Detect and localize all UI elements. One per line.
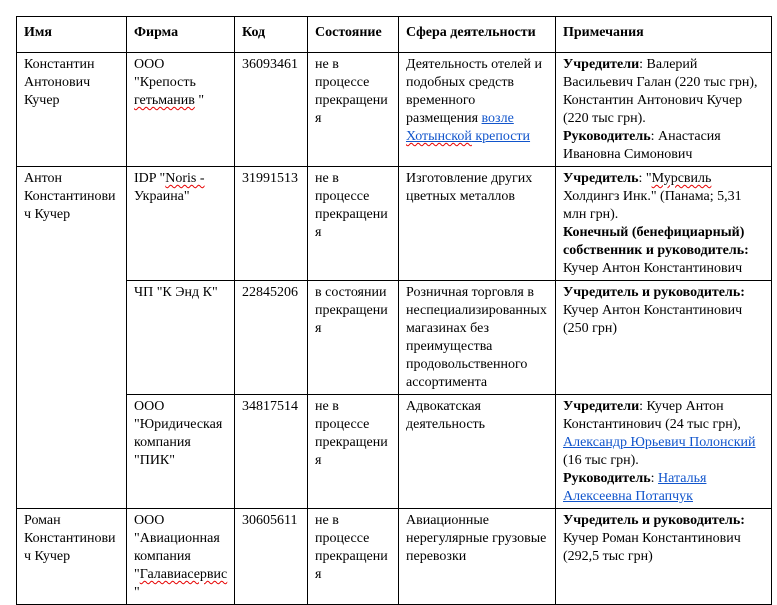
note-label: Руководитель (563, 471, 651, 486)
cell-text: Антон Константинович Кучер (24, 171, 116, 222)
cell-activity: Адвокатская деятельность (398, 394, 556, 509)
cell-text: в состоянии прекращения (315, 285, 388, 336)
cell-text: Украина" (134, 189, 190, 204)
column-header-activity: Сфера деятельности (398, 16, 556, 53)
text-link[interactable]: возле (481, 111, 514, 126)
table-header: Имя Фирма Код Состояние Сфера деятельности Пр… (16, 16, 772, 53)
cell-text: Роман Константинович Кучер (24, 513, 116, 564)
cell-activity: Изготовление других цветных металлов (398, 166, 556, 281)
table-row-4: ООО "Юридическая компания "ПИК" 34817514 н… (17, 394, 772, 509)
cell-notes: Учредители: Валерий Васильевич Галан (22… (555, 52, 772, 167)
cell-text: Кучер Антон Константинович (563, 261, 743, 276)
cell-status: в состоянии прекращения (307, 280, 399, 395)
misspelled-word: гетьманив (134, 93, 195, 108)
note-label: Учредитель и руководитель: (563, 285, 745, 300)
column-header-status: Состояние (307, 16, 399, 53)
cell-text: " (134, 585, 140, 600)
cell-text: IDP " (134, 171, 166, 186)
cell-firm: ООО "Юридическая компания "ПИК" (126, 394, 235, 509)
column-header-firm: Фирма (126, 16, 235, 53)
cell-notes: Учредитель и руководитель: Кучер Антон Ко… (555, 280, 772, 395)
cell-text: Авиационные нерегулярные грузовые перево… (406, 513, 547, 564)
cell-text: 22845206 (242, 285, 298, 300)
cell-firm: ООО "Крепость гетьманив " (126, 52, 235, 167)
cell-firm: ЧП "К Энд К" (126, 280, 235, 395)
cell-name: Константин Антонович Кучер (16, 52, 127, 167)
header-row: Имя Фирма Код Состояние Сфера деятельности Пр… (16, 16, 772, 53)
cell-code: 22845206 (234, 280, 308, 395)
column-header-name: Имя (16, 16, 127, 53)
cell-text: не в процессе прекращения (315, 57, 388, 126)
cell-text: " (194, 93, 205, 108)
table-row-1: Константин Антонович Кучер ООО "Крепость … (16, 52, 772, 167)
cell-firm: IDP "Noris - Украина" (126, 166, 235, 281)
misspelled-word: Хотынской (406, 129, 472, 144)
cell-name: Роман Константинович Кучер (16, 508, 127, 605)
cell-text: Деятельность отелей и подобных средств в… (406, 57, 542, 126)
cell-text: ЧП "К Энд К" (134, 285, 218, 300)
misspelled-word: Мурсвиль (651, 171, 712, 186)
note-label: Учредитель (563, 171, 639, 186)
cell-name: Антон Константинович Кучер (16, 166, 127, 509)
misspelled-word: Noris - (165, 171, 205, 186)
cell-text: Кучер Антон Константинович (250 грн) (563, 303, 743, 336)
cell-text: : Анастасия Ивановна Симонович (563, 129, 721, 162)
note-label: Руководитель (563, 129, 651, 144)
cell-text: : " (638, 171, 652, 186)
cell-notes: Учредитель и руководитель: Кучер Роман Ко… (555, 508, 772, 605)
cell-text: ООО "Юридическая компания "ПИК" (134, 399, 223, 468)
cell-text: 36093461 (242, 57, 298, 72)
text-link[interactable]: Хотынской (406, 129, 472, 144)
cell-text: не в процессе прекращения (315, 399, 388, 468)
note-label: Учредители (563, 57, 640, 72)
cell-status: не в процессе прекращения (307, 166, 399, 281)
companies-table: Имя Фирма Код Состояние Сфера деятельности Пр… (16, 16, 772, 605)
table-row-3: ЧП "К Энд К" 22845206 в состоянии прекраще… (17, 280, 772, 395)
cell-text: (16 тыс грн). (563, 453, 639, 468)
cell-text: Кучер Роман Константинович (292,5 тыс гр… (563, 531, 741, 564)
cell-activity: Розничная торговля в неспециализированны… (398, 280, 556, 395)
cell-text: не в процессе прекращения (315, 171, 388, 240)
cell-code: 30605611 (234, 508, 308, 605)
cell-text: : (650, 471, 659, 486)
cell-activity: Авиационные нерегулярные грузовые перево… (398, 508, 556, 605)
text-link[interactable]: Наталья Алексеевна Потапчук (563, 471, 707, 504)
cell-code: 36093461 (234, 52, 308, 167)
cell-code: 31991513 (234, 166, 308, 281)
cell-status: не в процессе прекращения (307, 508, 399, 605)
cell-text: Холдингз Инк." (Панама; 5,31 млн грн). (563, 189, 742, 222)
cell-text: 34817514 (242, 399, 298, 414)
cell-text: : Валерий Васильевич Галан (220 тыс грн)… (563, 57, 758, 126)
note-label: Учредители (563, 399, 640, 414)
column-header-code: Код (234, 16, 308, 53)
column-header-notes: Примечания (555, 16, 772, 53)
cell-text: Константин Антонович Кучер (24, 57, 95, 108)
cell-status: не в процессе прекращения (307, 394, 399, 509)
cell-firm: ООО "Авиационная компания "Галавиасервис… (126, 508, 235, 605)
cell-code: 34817514 (234, 394, 308, 509)
cell-text: 30605611 (242, 513, 298, 528)
misspelled-word: Галавиасервис (139, 567, 228, 582)
note-label: Конечный (бенефициарный) собственник и р… (563, 225, 749, 258)
cell-text: 31991513 (242, 171, 298, 186)
cell-text: : Кучер Антон Константинович (24 тыс грн… (563, 399, 741, 432)
text-link[interactable]: Александр Юрьевич Полонский (563, 435, 756, 450)
cell-notes: Учредитель: "Мурсвиль Холдингз Инк." (Па… (555, 166, 772, 281)
table-body: Константин Антонович Кучер ООО "Крепость … (16, 52, 772, 605)
cell-activity: Деятельность отелей и подобных средств в… (398, 52, 556, 167)
cell-text: Изготовление других цветных металлов (406, 171, 533, 204)
table-row-5: Роман Константинович Кучер ООО "Авиационн… (16, 508, 772, 605)
cell-status: не в процессе прекращения (307, 52, 399, 167)
text-link[interactable]: крепости (471, 129, 531, 144)
cell-notes: Учредители: Кучер Антон Константинович (… (555, 394, 772, 509)
cell-text: Розничная торговля в неспециализированны… (406, 285, 547, 390)
cell-text: ООО "Крепость (134, 57, 196, 90)
cell-text: Адвокатская деятельность (406, 399, 486, 432)
cell-text: не в процессе прекращения (315, 513, 388, 582)
table-row-2: Антон Константинович Кучер IDP "Noris - У… (16, 166, 772, 509)
note-label: Учредитель и руководитель: (563, 513, 745, 528)
